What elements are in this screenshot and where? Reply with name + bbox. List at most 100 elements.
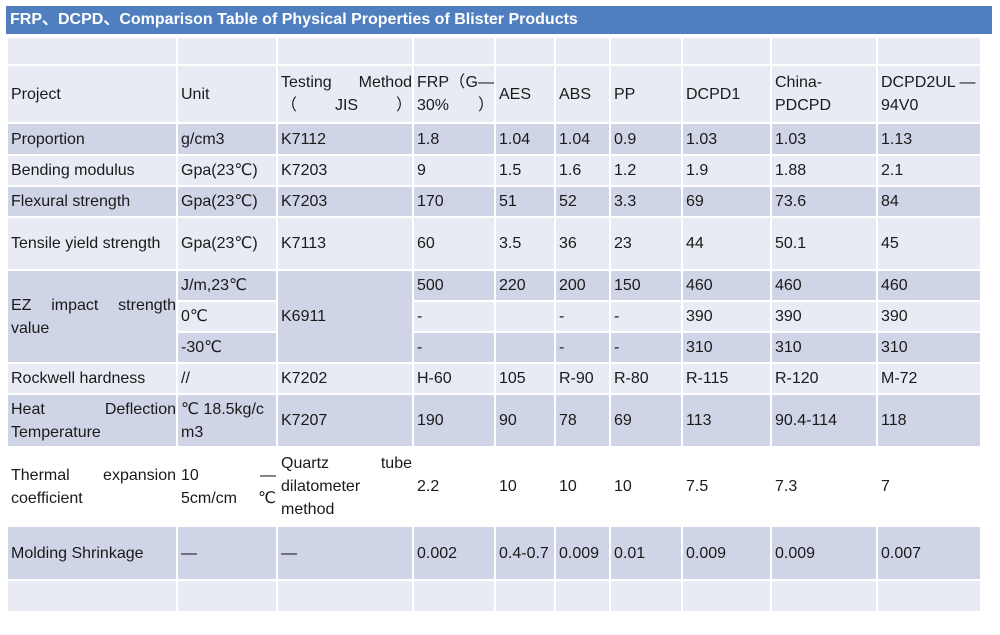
cell-dcpd1: 113 (683, 395, 770, 446)
cell-aes: 10 (496, 448, 554, 525)
cell-dcpd2: 84 (878, 187, 980, 216)
cell-dcpd1: 7.5 (683, 448, 770, 525)
cell-dcpd1: 69 (683, 187, 770, 216)
cell-aes: 1.5 (496, 156, 554, 185)
cell-pp: 150 (611, 271, 681, 300)
cell-dcpd2: 460 (878, 271, 980, 300)
cell-project: Thermal expansion coefficient (8, 448, 176, 525)
cell-unit: 10 —5cm/cm℃ (178, 448, 276, 525)
cell-dcpd2: 45 (878, 218, 980, 269)
cell-frp: H-60 (414, 364, 494, 393)
header-aes: AES (496, 66, 554, 122)
row-ez-1: EZ impact strength value J/m,23℃ K6911 5… (8, 271, 980, 362)
cell-abs: 10 (556, 448, 609, 525)
cell-unit: Gpa(23℃) (178, 187, 276, 216)
cell-project: Bending modulus (8, 156, 176, 185)
cell-aes: 51 (496, 187, 554, 216)
row-tensile: Tensile yield strength Gpa(23℃) K7113 60… (8, 218, 980, 269)
cell-china: 310 (772, 333, 876, 362)
header-abs: ABS (556, 66, 609, 122)
cell-china: 1.88 (772, 156, 876, 185)
cell-method: K6911 (278, 271, 412, 362)
cell-abs: 52 (556, 187, 609, 216)
cell-aes: 1.04 (496, 124, 554, 154)
cell-china: 90.4-114 (772, 395, 876, 446)
cell-china: 390 (772, 302, 876, 331)
cell-frp: 1.8 (414, 124, 494, 154)
cell-frp: 0.002 (414, 527, 494, 579)
cell-dcpd2: 118 (878, 395, 980, 446)
cell-pp: 3.3 (611, 187, 681, 216)
cell-frp: 2.2 (414, 448, 494, 525)
blank-row-bottom (8, 581, 980, 611)
cell-unit: ℃ 18.5kg/cm3 (178, 395, 276, 446)
cell-dcpd1: 310 (683, 333, 770, 362)
cell-china: 73.6 (772, 187, 876, 216)
row-proportion: Proportion g/cm3 K7112 1.8 1.04 1.04 0.9… (8, 124, 980, 154)
cell-method: K7112 (278, 124, 412, 154)
cell-china: 460 (772, 271, 876, 300)
header-dcpd1: DCPD1 (683, 66, 770, 122)
cell-abs: - (556, 333, 609, 362)
row-molding: Molding Shrinkage — — 0.002 0.4-0.7 0.00… (8, 527, 980, 579)
cell-frp: 500 (414, 271, 494, 300)
cell-unit: — (178, 527, 276, 579)
cell-project: Proportion (8, 124, 176, 154)
blank-row-top (8, 38, 980, 64)
cell-aes (496, 302, 554, 331)
cell-frp: - (414, 302, 494, 331)
cell-abs: 200 (556, 271, 609, 300)
cell-method: K7203 (278, 156, 412, 185)
cell-china: 50.1 (772, 218, 876, 269)
cell-dcpd2: 390 (878, 302, 980, 331)
cell-pp: 0.01 (611, 527, 681, 579)
cell-method: K7113 (278, 218, 412, 269)
header-unit: Unit (178, 66, 276, 122)
cell-frp: 9 (414, 156, 494, 185)
header-row: Project Unit Testing Method（JIS） FRP（G—3… (8, 66, 980, 122)
cell-project: Heat Deflection Temperature (8, 395, 176, 446)
cell-aes: 105 (496, 364, 554, 393)
cell-pp: 1.2 (611, 156, 681, 185)
cell-dcpd2: 7 (878, 448, 980, 525)
cell-project: EZ impact strength value (8, 271, 176, 362)
cell-method: Quartz tube dilatometer method (278, 448, 412, 525)
cell-abs: 78 (556, 395, 609, 446)
header-china: China-PDCPD (772, 66, 876, 122)
header-project: Project (8, 66, 176, 122)
cell-unit: Gpa(23℃) (178, 156, 276, 185)
cell-dcpd1: 44 (683, 218, 770, 269)
cell-aes: 220 (496, 271, 554, 300)
cell-aes: 90 (496, 395, 554, 446)
row-rockwell: Rockwell hardness // K7202 H-60 105 R-90… (8, 364, 980, 393)
cell-aes: 0.4-0.7 (496, 527, 554, 579)
cell-china: 1.03 (772, 124, 876, 154)
cell-method: — (278, 527, 412, 579)
cell-project: Rockwell hardness (8, 364, 176, 393)
cell-frp: 170 (414, 187, 494, 216)
cell-dcpd2: 1.13 (878, 124, 980, 154)
cell-dcpd1: 1.03 (683, 124, 770, 154)
row-heat: Heat Deflection Temperature ℃ 18.5kg/cm3… (8, 395, 980, 446)
cell-pp: R-80 (611, 364, 681, 393)
cell-dcpd1: 1.9 (683, 156, 770, 185)
row-ez-3: -30℃ - - - 310 310 310 (8, 333, 980, 362)
cell-unit: Gpa(23℃) (178, 218, 276, 269)
row-bending: Bending modulus Gpa(23℃) K7203 9 1.5 1.6… (8, 156, 980, 185)
cell-dcpd1: 390 (683, 302, 770, 331)
cell-abs: R-90 (556, 364, 609, 393)
row-ez-2: 0℃ - - - 390 390 390 (8, 302, 980, 331)
cell-dcpd1: 0.009 (683, 527, 770, 579)
cell-method: K7207 (278, 395, 412, 446)
cell-frp: 60 (414, 218, 494, 269)
cell-dcpd2: M-72 (878, 364, 980, 393)
cell-abs: - (556, 302, 609, 331)
cell-unit: J/m,23℃ (178, 271, 276, 300)
cell-china: 7.3 (772, 448, 876, 525)
cell-dcpd1: R-115 (683, 364, 770, 393)
header-method: Testing Method（JIS） (278, 66, 412, 122)
cell-china: R-120 (772, 364, 876, 393)
table-title: FRP、DCPD、Comparison Table of Physical Pr… (6, 6, 992, 34)
cell-pp: 23 (611, 218, 681, 269)
cell-unit: -30℃ (178, 333, 276, 362)
